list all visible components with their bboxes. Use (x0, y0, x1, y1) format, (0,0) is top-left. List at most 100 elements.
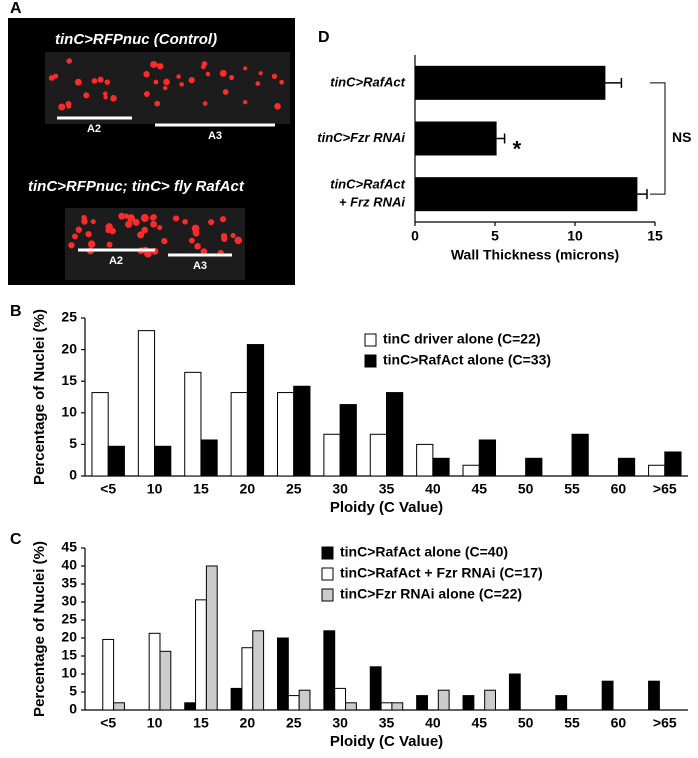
bar (664, 451, 682, 477)
nucleus (154, 100, 161, 107)
nucleus (132, 218, 140, 226)
nucleus (172, 215, 180, 222)
bar (648, 680, 660, 711)
y-tick-label: 15 (61, 647, 77, 663)
x-tick-label: 55 (564, 481, 580, 497)
nucleus (105, 228, 111, 234)
nucleus (222, 89, 229, 95)
bar (571, 433, 589, 477)
y-tick-label: 15 (61, 372, 77, 388)
y-tick-label: 0 (69, 701, 77, 717)
x-tick-label: <5 (100, 481, 116, 497)
nucleus (140, 214, 149, 222)
annotation: * (513, 136, 522, 161)
bar (137, 330, 156, 477)
x-tick-label: 40 (425, 481, 441, 497)
y-tick-label: 25 (61, 611, 77, 627)
nucleus (179, 82, 184, 87)
bar (601, 680, 614, 711)
x-tick-label: 50 (518, 715, 534, 731)
panel-label: C (10, 531, 22, 548)
y-tick-label: 5 (69, 683, 77, 699)
x-tick-label: 45 (471, 481, 487, 497)
bar (416, 695, 428, 711)
x-tick-label: 35 (379, 715, 395, 731)
x-tick-label: 10 (567, 228, 583, 244)
nucleus (103, 91, 108, 96)
nucleus (150, 60, 158, 68)
y-tick-label: tinC>Fzr RNAi (317, 130, 405, 145)
bar (154, 445, 172, 477)
bar (369, 666, 382, 711)
y-tick-label: 10 (61, 665, 77, 681)
bar (334, 687, 347, 711)
x-tick-label: 55 (564, 715, 580, 731)
nucleus (235, 238, 242, 245)
bar (415, 65, 606, 100)
image-title: tinC>RFPnuc (Control) (55, 31, 217, 48)
nucleus (243, 99, 248, 105)
nucleus (141, 226, 149, 234)
y-tick-label: 10 (61, 404, 77, 420)
legend-label: tinC>RafAct alone (C=33) (383, 352, 551, 368)
y-tick-label: 25 (61, 309, 77, 325)
nucleus (208, 219, 215, 226)
segment-label: A2 (109, 255, 123, 267)
bar (91, 392, 109, 477)
nucleus (192, 229, 200, 237)
nucleus (243, 66, 248, 71)
nucleus (279, 79, 284, 85)
bar (369, 433, 387, 477)
legend-swatch (321, 546, 334, 560)
x-axis-label: Ploidy (C Value) (330, 733, 443, 750)
bar (415, 121, 497, 156)
nucleus (161, 238, 168, 245)
y-tick-label: 20 (61, 629, 77, 645)
x-tick-label: 35 (379, 481, 395, 497)
bar (184, 371, 202, 477)
error-bar (637, 189, 648, 200)
bar (113, 702, 125, 711)
legend-swatch (321, 588, 334, 602)
x-tick-label: 10 (147, 715, 163, 731)
nucleus (205, 71, 211, 77)
nucleus (258, 71, 263, 76)
nucleus (153, 79, 159, 85)
nucleus (157, 63, 164, 70)
nucleus (125, 220, 133, 228)
bar (293, 385, 311, 477)
bar (276, 392, 295, 477)
x-tick-label: 40 (425, 715, 441, 731)
bracket (650, 82, 666, 195)
bar (246, 344, 265, 477)
x-tick-label: <5 (100, 715, 116, 731)
y-tick-label: 30 (61, 593, 77, 609)
bar (386, 392, 404, 477)
legend-label: tinC driver alone (C=22) (383, 331, 541, 347)
panel-label: B (10, 303, 22, 320)
bar (432, 457, 450, 477)
annotation: NS (672, 129, 691, 145)
y-tick-label: 5 (69, 435, 77, 451)
bar (508, 673, 521, 711)
x-tick-label: 30 (332, 715, 348, 731)
nucleus (157, 225, 163, 231)
bar (478, 439, 497, 477)
nucleus (163, 85, 168, 91)
bar (148, 632, 161, 711)
nucleus (110, 95, 117, 102)
x-tick-label: 10 (147, 481, 163, 497)
bar (230, 392, 248, 477)
nuclei (48, 58, 284, 258)
image-title: tinC>RFPnuc; tinC> fly RafAct (28, 178, 245, 195)
x-tick-label: 15 (647, 228, 663, 244)
nucleus (149, 214, 157, 221)
nucleus (85, 230, 92, 238)
bar (107, 445, 125, 477)
nucleus (182, 218, 188, 225)
bar (617, 457, 636, 477)
bar (298, 689, 311, 711)
nucleus (75, 226, 82, 233)
nucleus (219, 216, 227, 223)
